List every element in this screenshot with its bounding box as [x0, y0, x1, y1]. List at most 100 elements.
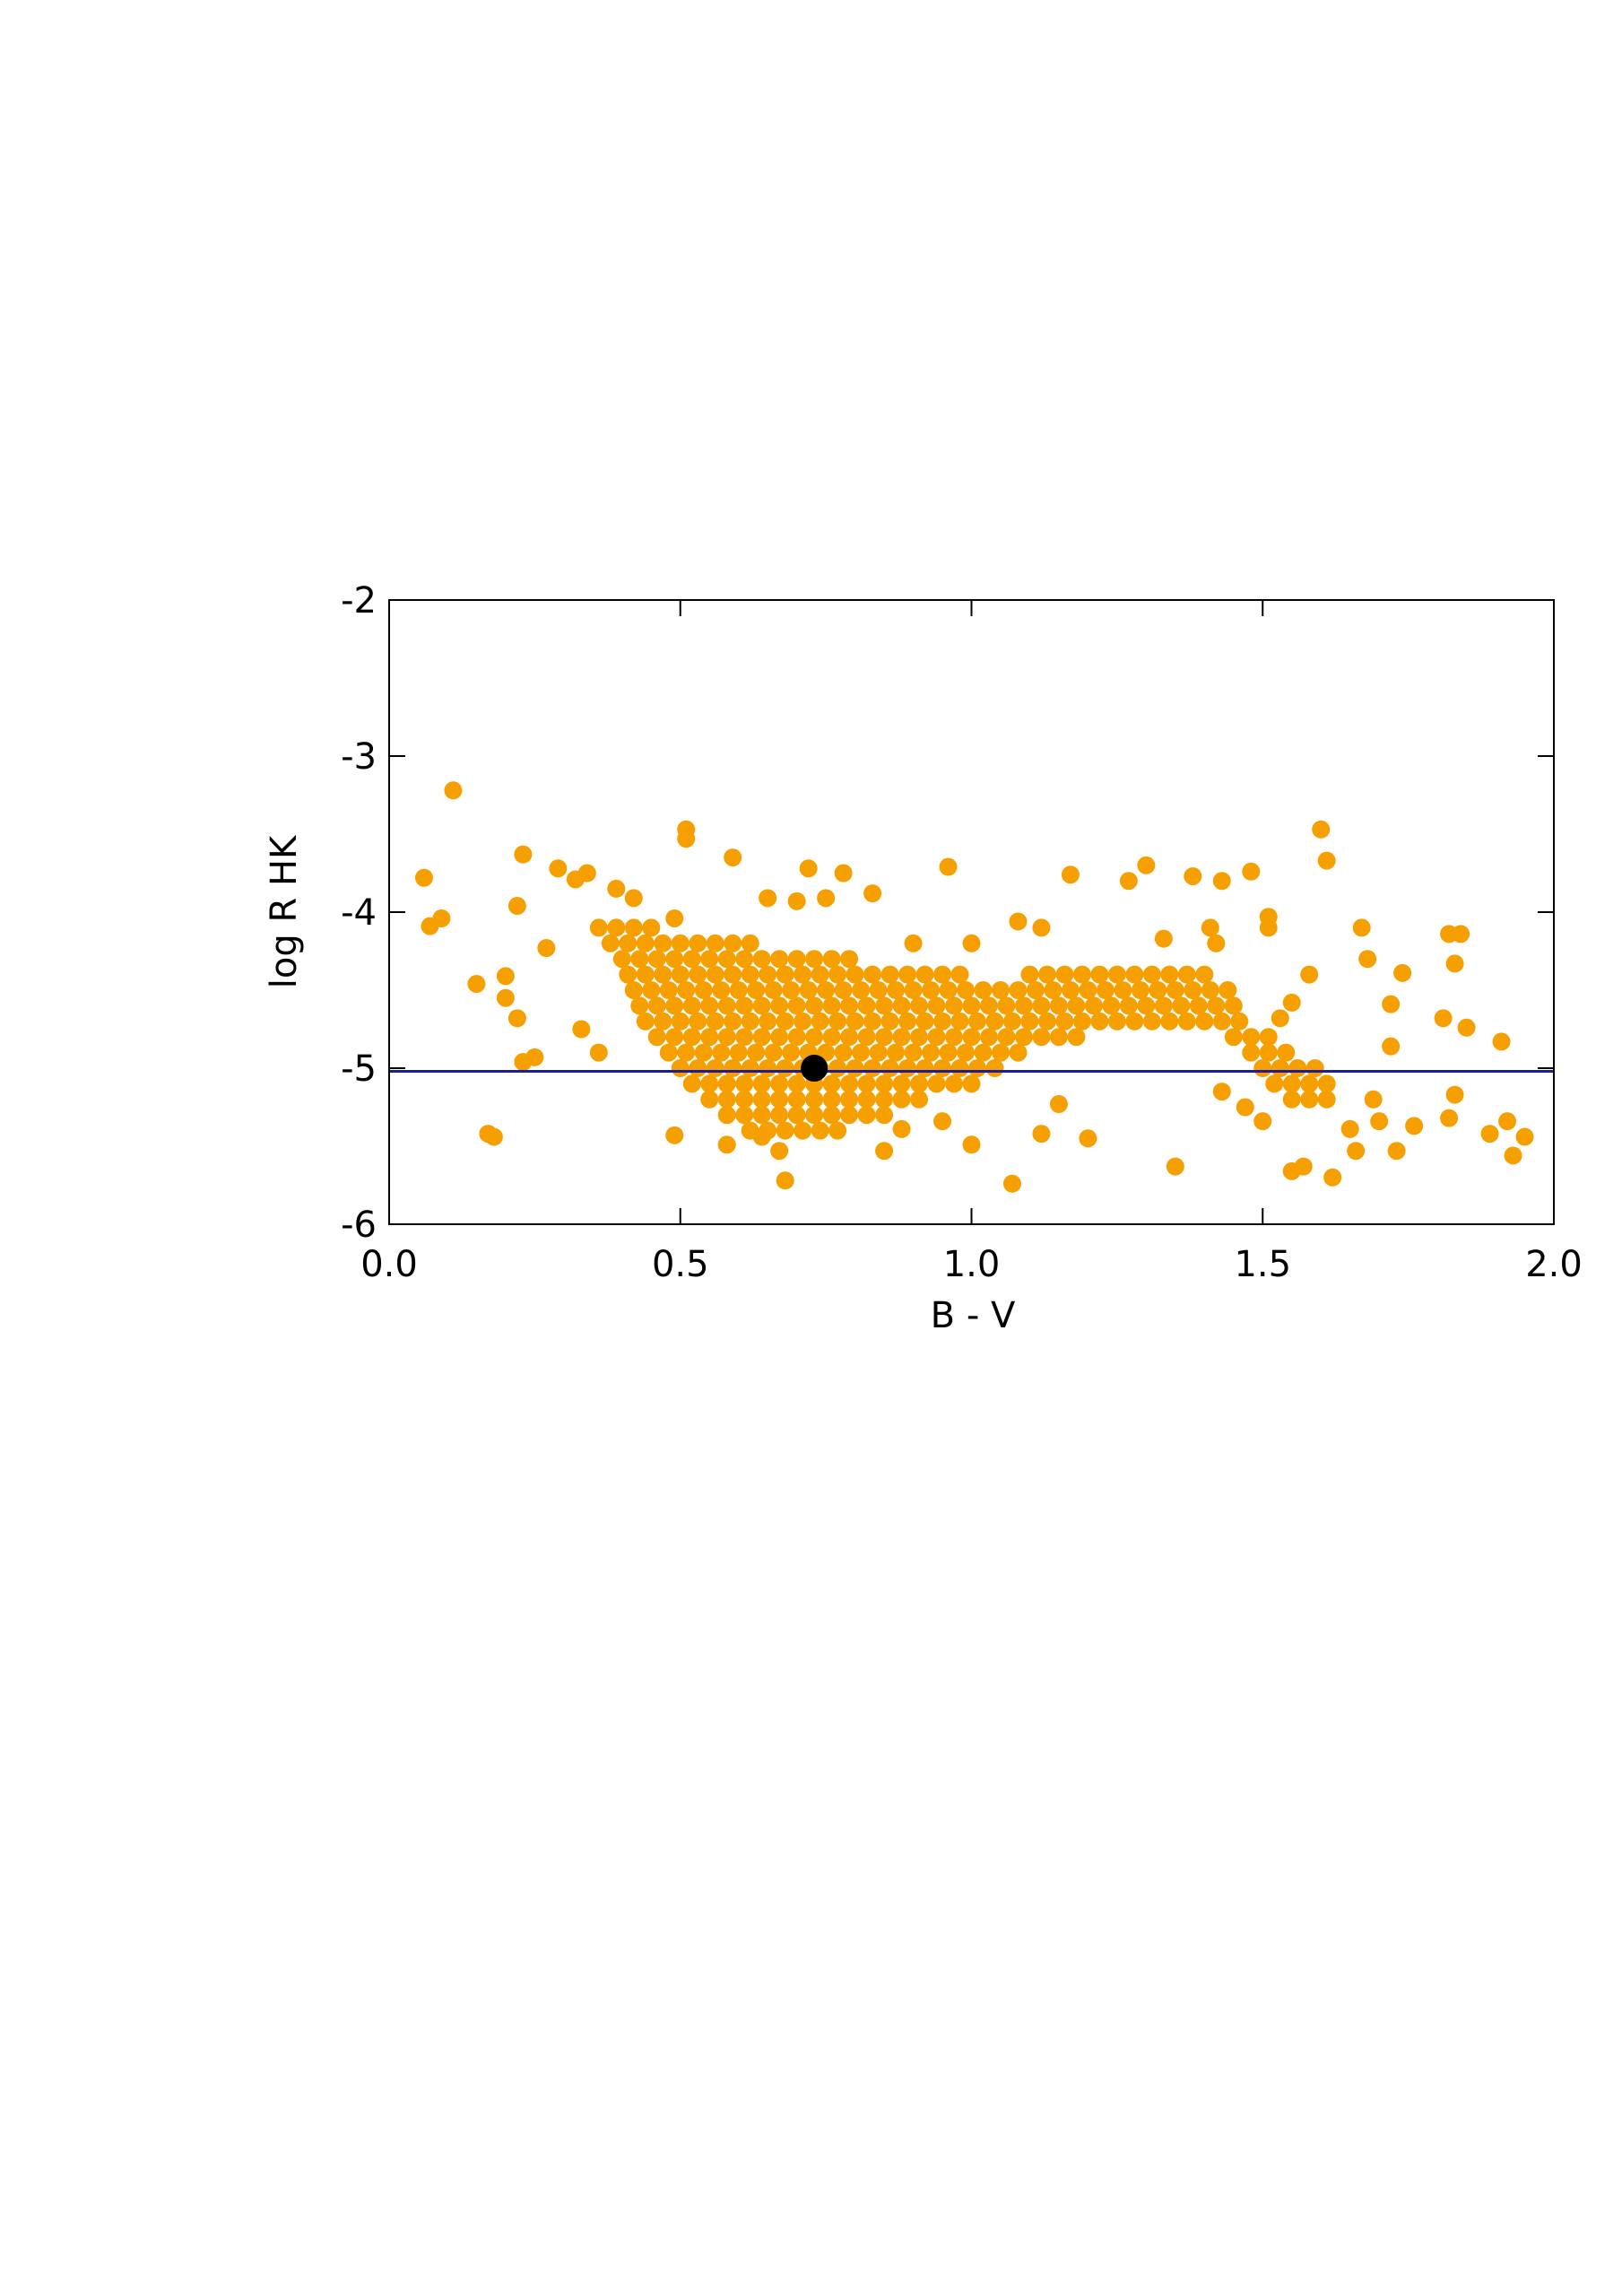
point: [967, 1059, 986, 1077]
point: [979, 1028, 998, 1047]
y-tick-label: -5: [341, 1048, 377, 1090]
point: [671, 965, 690, 984]
point: [857, 996, 876, 1015]
point: [805, 1090, 824, 1109]
point: [752, 1074, 771, 1093]
point: [1184, 981, 1202, 999]
point: [1317, 1074, 1336, 1093]
point: [700, 1074, 719, 1093]
point: [665, 1126, 684, 1144]
point: [444, 781, 463, 800]
point: [496, 967, 515, 986]
point: [1084, 996, 1103, 1015]
point: [776, 965, 794, 984]
point: [752, 1106, 771, 1125]
point: [799, 981, 818, 999]
point: [898, 1059, 917, 1077]
point: [671, 934, 690, 952]
point: [974, 1043, 993, 1062]
point: [962, 996, 981, 1015]
point: [1445, 1085, 1464, 1104]
point: [910, 1028, 929, 1047]
point: [677, 1043, 696, 1062]
point: [671, 1012, 690, 1031]
point: [922, 1043, 941, 1062]
point: [665, 950, 684, 969]
point: [700, 1028, 719, 1047]
point: [892, 996, 911, 1015]
point: [840, 996, 859, 1015]
point: [805, 950, 824, 969]
point: [863, 965, 882, 984]
point: [665, 909, 684, 927]
point: [997, 1028, 1016, 1047]
point: [752, 1090, 771, 1109]
point: [1282, 1074, 1301, 1093]
point: [1352, 918, 1371, 937]
point: [1137, 996, 1156, 1015]
point: [979, 996, 998, 1015]
point: [782, 981, 801, 999]
point: [1090, 1012, 1109, 1031]
point: [601, 934, 620, 952]
point: [665, 1028, 684, 1047]
point: [1201, 981, 1219, 999]
point: [927, 996, 946, 1015]
point: [927, 1074, 946, 1093]
point: [1049, 996, 1068, 1015]
point: [822, 996, 841, 1015]
point: [962, 1135, 981, 1154]
point: [694, 1043, 713, 1062]
point: [741, 1059, 759, 1077]
point: [724, 1059, 742, 1077]
point: [1166, 1157, 1184, 1176]
point: [1142, 965, 1161, 984]
point: [869, 1043, 888, 1062]
point: [1317, 851, 1336, 870]
x-tick-label: 1.5: [1234, 1244, 1291, 1285]
point: [933, 1012, 952, 1031]
point: [840, 1106, 859, 1125]
point: [1277, 1043, 1296, 1062]
point: [607, 879, 626, 898]
point: [1037, 1012, 1056, 1031]
point: [840, 1090, 859, 1109]
point: [1125, 965, 1144, 984]
point: [1212, 1083, 1231, 1101]
point: [1067, 996, 1086, 1015]
point: [1026, 981, 1045, 999]
point: [1271, 1009, 1289, 1028]
point: [1265, 1074, 1284, 1093]
point: [794, 1012, 812, 1031]
point: [735, 996, 754, 1015]
point: [752, 950, 771, 969]
point: [1049, 1028, 1068, 1047]
point: [770, 950, 789, 969]
x-tick-label: 0.0: [360, 1244, 418, 1285]
y-tick-label: -2: [341, 580, 377, 622]
point: [805, 1106, 824, 1125]
point: [712, 981, 731, 999]
point: [880, 1012, 899, 1031]
point: [514, 845, 533, 864]
point: [1119, 872, 1138, 891]
point: [1340, 1119, 1359, 1138]
point: [1119, 996, 1138, 1015]
x-axis-title: B - V: [931, 1295, 1016, 1336]
point: [875, 1106, 894, 1125]
point: [1137, 856, 1156, 874]
point: [1002, 1012, 1021, 1031]
point: [1055, 1012, 1074, 1031]
point: [589, 1043, 608, 1062]
point: [1480, 1125, 1499, 1144]
point: [759, 1012, 777, 1031]
point: [1445, 954, 1464, 973]
point: [822, 950, 841, 969]
point: [752, 1127, 771, 1146]
point: [1253, 1059, 1272, 1077]
point: [1177, 965, 1196, 984]
point: [962, 934, 981, 952]
point: [892, 1119, 911, 1138]
point: [689, 1059, 707, 1077]
point: [689, 965, 707, 984]
